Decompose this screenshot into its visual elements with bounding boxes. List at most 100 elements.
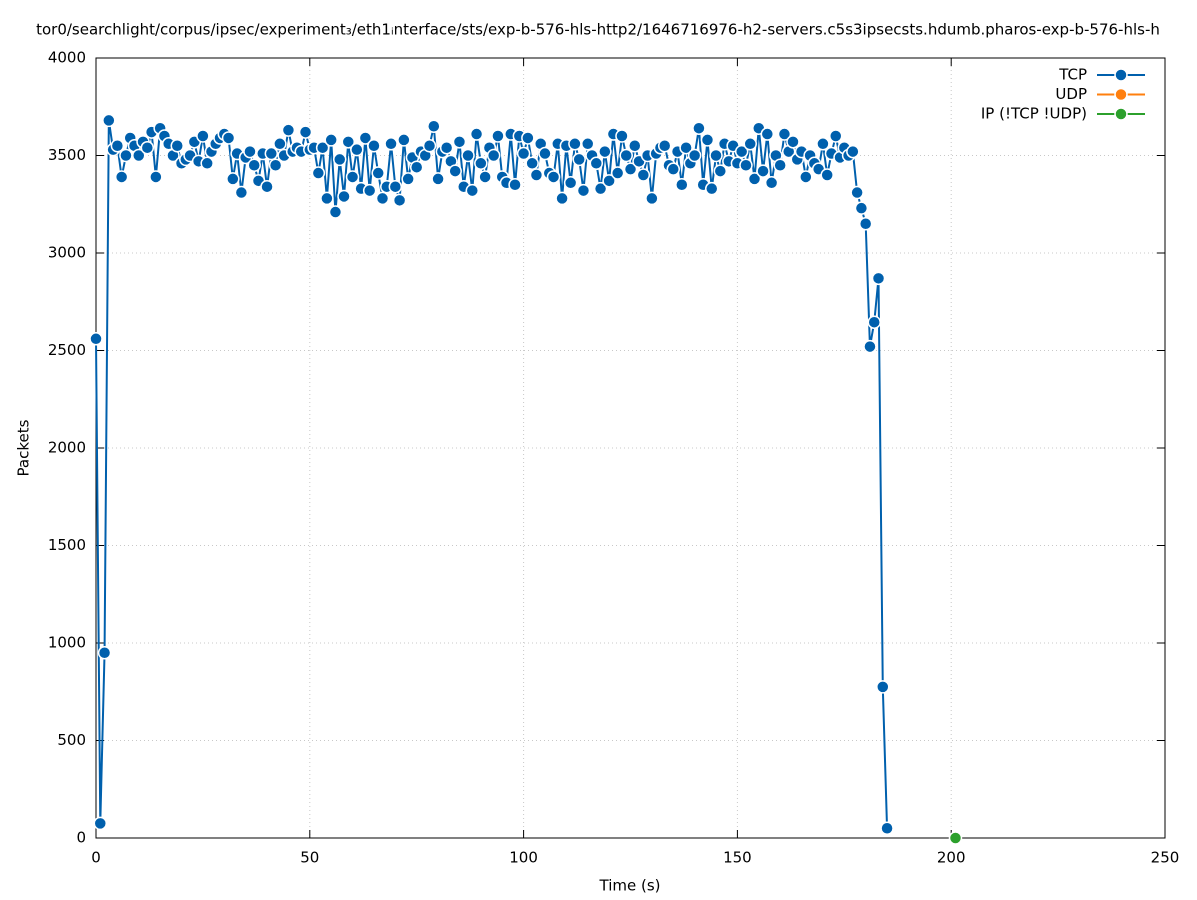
- data-point: [465, 183, 480, 198]
- data-point: [486, 148, 501, 163]
- data-point: [350, 142, 364, 157]
- legend-label: UDP: [1055, 85, 1087, 103]
- chart-title: tor0/searchlight/corpus/ipsec/experiment…: [36, 21, 1160, 39]
- data-point: [234, 185, 249, 200]
- x-tick-label: 100: [509, 849, 538, 867]
- data-point: [328, 205, 343, 219]
- data-point: [816, 137, 830, 151]
- data-point: [623, 162, 638, 176]
- data-point: [555, 191, 569, 206]
- data-point: [337, 189, 351, 204]
- data-point: [580, 137, 595, 151]
- data-point: [474, 156, 488, 171]
- data-point: [345, 170, 360, 184]
- data-point: [226, 172, 240, 186]
- data-point: [89, 332, 103, 346]
- data-point: [508, 178, 522, 192]
- data-point: [876, 680, 890, 694]
- data-point: [324, 133, 338, 147]
- y-tick-label: 500: [57, 731, 86, 749]
- data-point: [409, 160, 424, 174]
- data-point: [747, 172, 762, 186]
- data-point: [675, 178, 689, 192]
- data-point: [846, 144, 860, 159]
- data-point: [760, 127, 775, 141]
- data-point: [422, 139, 437, 153]
- data-point: [610, 166, 625, 180]
- data-point: [200, 156, 214, 171]
- x-tick-label: 50: [300, 849, 319, 867]
- data-point: [713, 164, 728, 178]
- data-point: [679, 140, 693, 155]
- data-point: [636, 168, 651, 182]
- data-point: [777, 127, 792, 141]
- x-tick-label: 0: [91, 849, 101, 867]
- data-point: [563, 176, 578, 190]
- y-tick-label: 2500: [48, 341, 86, 359]
- data-point: [260, 179, 274, 194]
- data-point: [773, 158, 787, 172]
- legend-label: IP (!TCP !UDP): [981, 105, 1087, 123]
- data-point: [132, 148, 146, 163]
- data-point: [820, 168, 834, 182]
- legend-label: TCP: [1058, 66, 1087, 84]
- data-point: [615, 129, 629, 143]
- data-point: [384, 137, 398, 151]
- data-point: [863, 339, 877, 354]
- data-point: [709, 148, 723, 163]
- data-point: [867, 315, 881, 329]
- data-point: [264, 146, 279, 161]
- data-point: [516, 146, 531, 161]
- data-point: [657, 139, 672, 153]
- data-point: [401, 172, 415, 186]
- data-point: [799, 170, 813, 184]
- y-tick-label: 0: [76, 829, 86, 847]
- data-point: [427, 119, 441, 133]
- data-point: [439, 140, 454, 155]
- data-point: [315, 140, 330, 155]
- data-point: [850, 185, 864, 200]
- data-point: [397, 133, 411, 147]
- data-point: [341, 135, 356, 149]
- data-point: [602, 174, 616, 188]
- series-line: [95, 120, 889, 829]
- data-point: [362, 183, 377, 198]
- y-tick-label: 4000: [48, 49, 86, 67]
- data-point: [196, 129, 210, 143]
- data-point: [221, 131, 236, 145]
- data-point: [871, 271, 886, 286]
- data-point: [704, 181, 719, 196]
- data-point: [367, 139, 381, 153]
- data-point: [358, 131, 373, 145]
- data-point: [880, 821, 894, 835]
- data-point: [546, 170, 561, 184]
- data-point: [392, 193, 407, 208]
- data-point: [529, 168, 544, 182]
- data-point: [589, 156, 604, 171]
- data-point: [93, 816, 108, 831]
- data-point: [375, 191, 390, 206]
- data-point: [593, 181, 608, 196]
- data-point: [431, 172, 445, 186]
- y-axis-label: Packets: [15, 419, 33, 476]
- x-tick-label: 200: [937, 849, 966, 867]
- y-tick-label: 3000: [48, 244, 86, 262]
- data-point: [452, 135, 467, 149]
- data-point: [320, 191, 334, 206]
- y-tick-label: 1500: [48, 536, 86, 554]
- data-point: [114, 170, 129, 184]
- x-tick-label: 150: [723, 849, 752, 867]
- data-point: [858, 217, 873, 231]
- data-point: [743, 137, 757, 151]
- x-axis-label: Time (s): [599, 877, 661, 895]
- data-point: [854, 201, 869, 215]
- data-point: [388, 179, 403, 194]
- data-point: [538, 146, 552, 161]
- data-point: [525, 156, 539, 171]
- data-point: [576, 183, 591, 198]
- data-point: [170, 139, 184, 153]
- data-point: [645, 191, 659, 206]
- data-point: [469, 127, 484, 141]
- data-point: [700, 133, 715, 147]
